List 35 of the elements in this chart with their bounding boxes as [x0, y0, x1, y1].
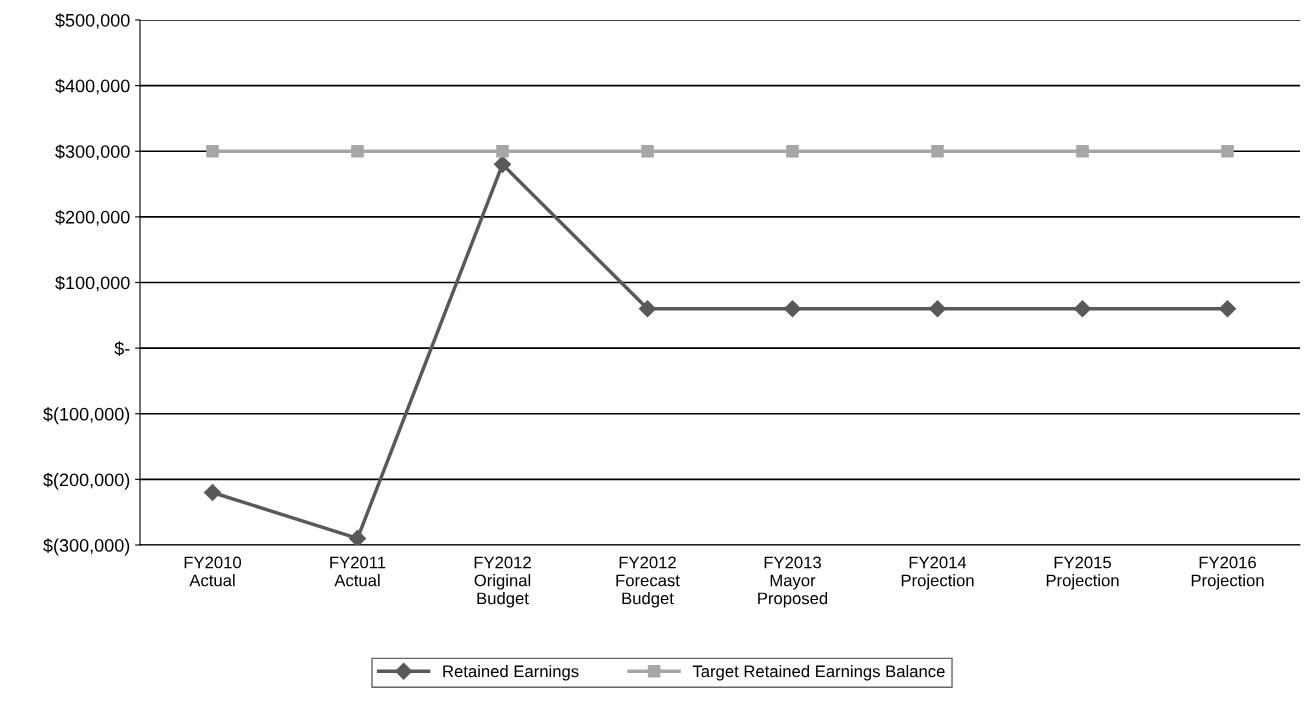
x-tick-label: FY2011 Actual: [330, 556, 386, 587]
y-tick-label: $500,000: [55, 13, 130, 29]
x-tick-label: FY2012 Forecast Budget: [616, 556, 680, 608]
y-tick-label: $400,000: [55, 78, 130, 95]
point: [206, 144, 219, 158]
y-tick-label: $-: [114, 341, 130, 356]
point: [1076, 144, 1089, 158]
y-tick-label: $(200,000): [43, 472, 130, 490]
point: [1073, 300, 1092, 318]
x-tick-label: FY2016 Projection: [1191, 556, 1264, 590]
point: [493, 155, 512, 173]
x-tick-label: FY2013 Mayor Proposed: [758, 556, 828, 608]
point: [931, 144, 944, 158]
point: [348, 529, 367, 545]
x-tick-label: FY2012 Original Budget: [474, 556, 531, 608]
x-tick-label: FY2010 Actual: [184, 556, 242, 587]
y-tick-label: $(300,000): [43, 538, 130, 556]
point: [496, 144, 509, 158]
point: [203, 483, 222, 502]
point: [783, 300, 802, 318]
y-tick-label: $300,000: [55, 144, 130, 161]
y-tick-label: $(100,000): [43, 407, 130, 425]
y-tick-label: $100,000: [55, 275, 130, 292]
legend-label: Retained Earnings: [443, 665, 579, 681]
point: [638, 300, 657, 318]
point: [1218, 300, 1237, 318]
point: [786, 144, 799, 158]
legend-label: Target Retained Earnings Balance: [692, 665, 945, 681]
point: [928, 300, 947, 318]
x-tick-label: FY2014 Projection: [901, 556, 974, 590]
point: [641, 144, 654, 158]
x-tick-label: FY2015 Projection: [1046, 556, 1119, 590]
point: [1221, 144, 1234, 158]
y-tick-label: $200,000: [55, 210, 130, 226]
point: [351, 144, 364, 158]
